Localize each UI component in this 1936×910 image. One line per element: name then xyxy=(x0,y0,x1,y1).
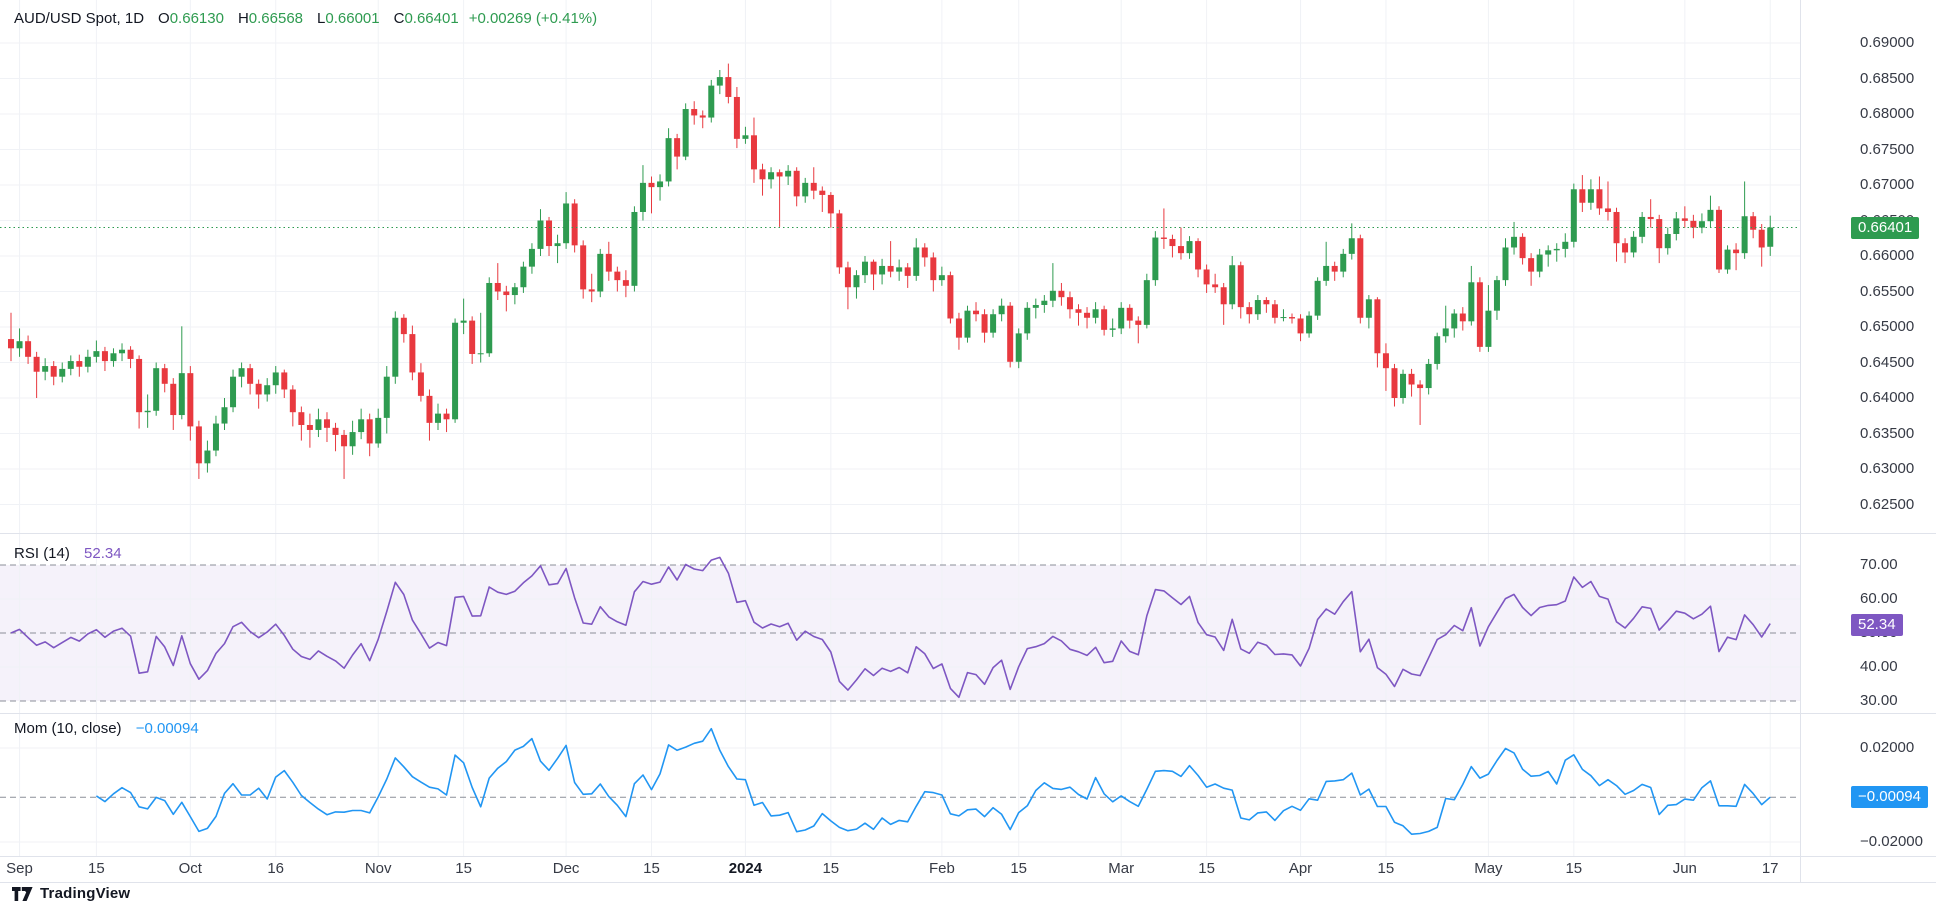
brand-label[interactable]: TradingView xyxy=(40,885,131,902)
tradingview-logo-icon[interactable] xyxy=(12,886,33,901)
price-change: +0.00269 (+0.41%) xyxy=(468,10,598,27)
price-axis-label: 0.68000 xyxy=(1860,105,1915,122)
time-axis-label: 15 xyxy=(1198,860,1215,877)
time-axis-label: 17 xyxy=(1761,860,1779,877)
time-axis-label: 15 xyxy=(88,860,105,877)
rsi-axis-label: 40.00 xyxy=(1860,658,1898,675)
symbol-title[interactable]: AUD/USD Spot, 1D xyxy=(14,10,145,27)
rsi-legend-value: 52.34 xyxy=(84,545,122,562)
mom-axis-label: 0.02000 xyxy=(1860,739,1915,756)
rsi-value-badge: 52.34 xyxy=(1851,614,1903,637)
price-axis-label: 0.69000 xyxy=(1860,34,1915,51)
ohlc-item: O0.66130 xyxy=(158,10,224,27)
time-axis-label: 15 xyxy=(1010,860,1028,877)
price-axis-label: 0.65000 xyxy=(1860,318,1915,335)
ohlc-item: C0.66401 xyxy=(393,10,459,27)
price-axis-label: 0.63000 xyxy=(1860,460,1915,477)
footer: TradingView xyxy=(12,885,130,902)
price-axis-label: 0.66000 xyxy=(1860,247,1915,264)
price-axis-label: 0.67500 xyxy=(1860,140,1915,158)
time-axis-label: Oct xyxy=(178,860,202,877)
time-axis-label: May xyxy=(1474,860,1503,877)
time-axis-label: 15 xyxy=(1377,860,1395,877)
time-axis-label: Sep xyxy=(6,860,33,877)
time-axis-label: Nov xyxy=(364,860,392,877)
time-axis-label: Mar xyxy=(1108,860,1135,877)
rsi-axis-label: 70.00 xyxy=(1860,556,1898,573)
last-price-badge: 0.66401 xyxy=(1851,216,1920,239)
price-axis-label: 0.63500 xyxy=(1860,424,1915,442)
price-axis-label: 0.65500 xyxy=(1860,282,1915,300)
time-axis-label: Feb xyxy=(928,860,955,877)
mom-legend-title[interactable]: Mom (10, close) xyxy=(14,720,122,737)
time-axis-label: Apr xyxy=(1288,860,1313,877)
time-axis-label: 2024 xyxy=(728,860,763,877)
price-legend: AUD/USD Spot, 1D O0.66130 H0.66568 L0.66001… xyxy=(14,10,597,27)
time-axis-label: 16 xyxy=(267,860,285,877)
ohlc-readout: O0.66130 H0.66568 L0.66001 C0.66401 xyxy=(144,10,459,27)
price-axis-label: 0.67000 xyxy=(1860,176,1915,193)
ohlc-item: H0.66568 xyxy=(237,10,304,27)
time-axis-label: 15 xyxy=(643,860,660,877)
time-axis-label: 15 xyxy=(1565,860,1583,877)
time-axis-label: Jun xyxy=(1672,860,1697,877)
price-axis-label: 0.64500 xyxy=(1860,353,1915,371)
mom-axis-label: −0.02000 xyxy=(1860,833,1923,850)
time-axis-label: 15 xyxy=(455,860,472,877)
time-axis-label: 15 xyxy=(822,860,840,877)
mom-legend: Mom (10, close) −0.00094 xyxy=(14,720,199,737)
price-axis-label: 0.64000 xyxy=(1860,389,1915,406)
price-axis-label: 0.68500 xyxy=(1860,69,1915,87)
time-axis-label: Dec xyxy=(552,860,580,877)
rsi-legend-title[interactable]: RSI (14) xyxy=(14,545,70,562)
ohlc-item: L0.66001 xyxy=(317,10,380,27)
mom-value-badge: −0.00094 xyxy=(1851,786,1928,809)
rsi-axis-label: 30.00 xyxy=(1860,692,1898,709)
price-axis-label: 0.62500 xyxy=(1860,495,1915,513)
rsi-axis-label: 60.00 xyxy=(1860,590,1898,607)
rsi-legend: RSI (14) 52.34 xyxy=(14,545,122,562)
mom-legend-value: −0.00094 xyxy=(135,720,199,737)
